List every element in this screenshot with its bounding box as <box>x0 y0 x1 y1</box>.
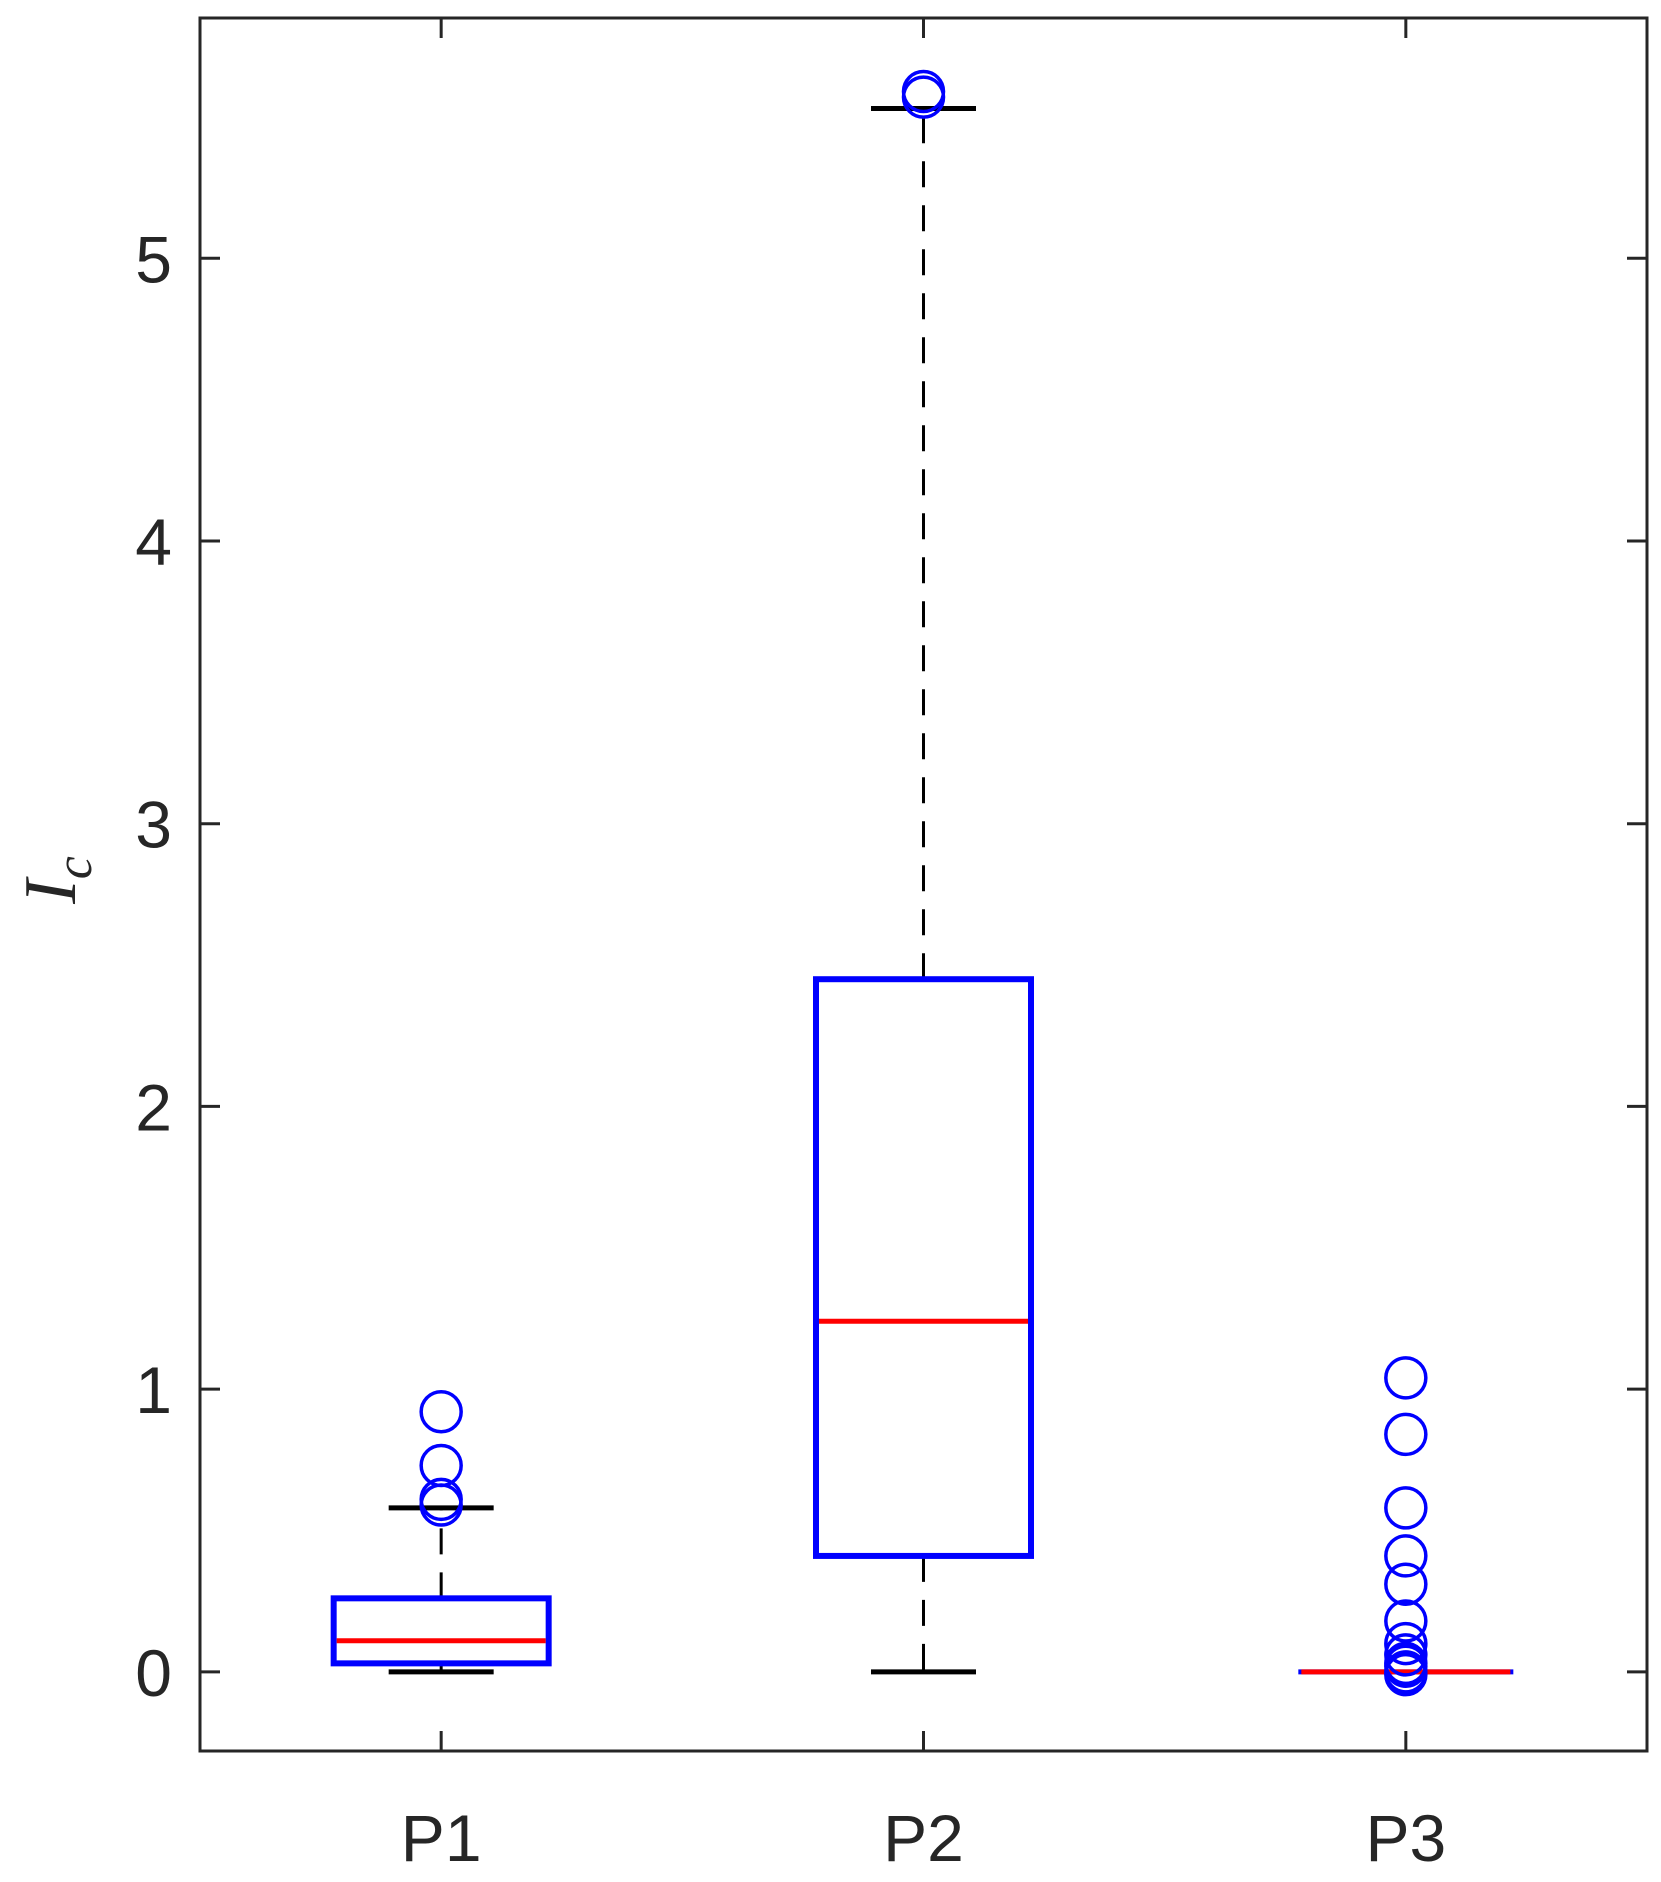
outlier-point <box>1384 1486 1428 1530</box>
y-tick-label: 4 <box>135 505 172 579</box>
y-axis-label-base: I <box>10 876 92 905</box>
iqr-box <box>813 976 1034 1559</box>
x-tick-label: P1 <box>401 1801 482 1875</box>
y-tick-label: 1 <box>135 1353 172 1427</box>
outlier-point <box>1384 1599 1428 1643</box>
outlier-point <box>1384 1356 1428 1400</box>
outlier-point <box>1384 1534 1428 1578</box>
x-tick-label: P2 <box>883 1801 964 1875</box>
y-tick-label: 2 <box>135 1070 172 1144</box>
y-tick-label: 0 <box>135 1636 172 1710</box>
box-p1 <box>330 1390 552 1675</box>
outlier-point <box>1384 1652 1428 1697</box>
y-tick-labels: 0 1 2 3 4 5 <box>135 222 172 1710</box>
outlier-point <box>419 1483 463 1527</box>
y-tick-label: 3 <box>135 788 172 862</box>
outlier-point <box>1384 1412 1428 1457</box>
box-p3 <box>1298 1356 1514 1697</box>
iqr-box <box>330 1595 552 1667</box>
axis-ticks <box>200 18 1647 1751</box>
y-tick-label: 5 <box>135 222 172 296</box>
outlier-point <box>419 1390 463 1434</box>
y-axis-label: Ic <box>10 856 103 905</box>
x-tick-label: P3 <box>1365 1801 1446 1875</box>
box-series <box>330 69 1514 1697</box>
y-axis-label-subscript: c <box>46 856 103 879</box>
outlier-point <box>1384 1562 1428 1606</box>
outlier-point <box>901 75 946 119</box>
box-p2 <box>813 69 1034 1675</box>
outlier-point <box>1384 1621 1428 1666</box>
x-tick-labels: P1 P2 P3 <box>401 1801 1446 1875</box>
